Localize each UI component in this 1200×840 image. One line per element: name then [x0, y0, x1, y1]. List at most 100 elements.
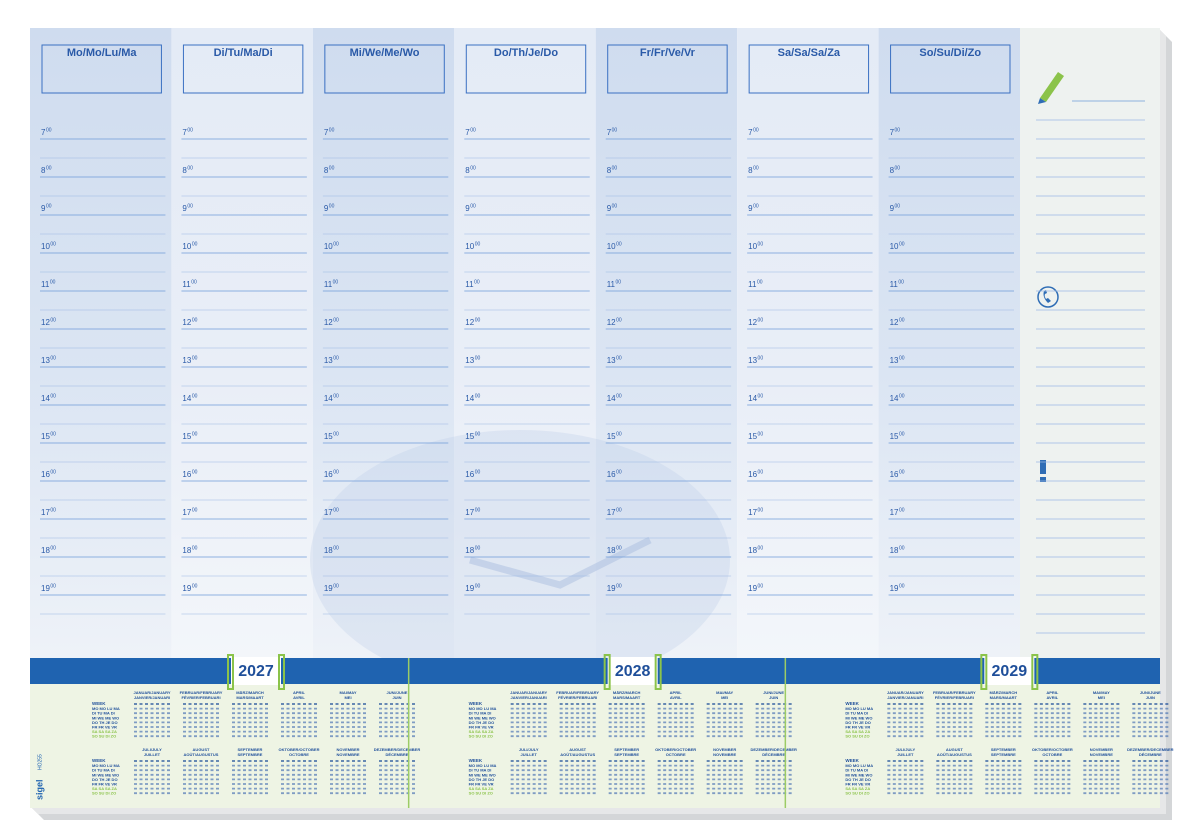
month-alt-name: FÉVRIER/FEBRUARI — [558, 695, 597, 700]
hour-label: 18 — [890, 546, 899, 555]
hour-suffix: 00 — [50, 583, 56, 589]
hour-suffix: 00 — [899, 241, 905, 247]
weekday-row: SA SA SA ZA — [845, 786, 870, 791]
hour-label: 13 — [465, 356, 474, 365]
hour-suffix: 00 — [758, 507, 764, 513]
weekday-row: DO TH JE DO — [92, 720, 118, 725]
month-alt-name: MEI — [721, 695, 728, 700]
day-header: Mi/We/Me/Wo — [350, 47, 420, 59]
weekday-row: FR FR VE VR — [845, 724, 870, 729]
hour-label: 19 — [607, 584, 616, 593]
weekday-row: DI TU MA DI — [92, 768, 115, 773]
hour-label: 13 — [41, 356, 50, 365]
month-name: JANUAR/JANUARY — [134, 690, 171, 695]
month-name: MAI/MAY — [340, 690, 357, 695]
hour-label: 13 — [182, 356, 191, 365]
hour-label: 13 — [324, 356, 333, 365]
month-name: NOVEMBER — [1090, 747, 1113, 752]
month-alt-name: JUIN — [1146, 695, 1155, 700]
hour-label: 8 — [890, 166, 895, 175]
month-alt-name: FÉVRIER/FEBRUARI — [935, 695, 974, 700]
day-header-box — [324, 44, 445, 94]
hour-suffix: 00 — [192, 583, 198, 589]
hour-suffix: 00 — [616, 241, 622, 247]
hour-suffix: 00 — [475, 545, 481, 551]
hour-suffix: 00 — [50, 279, 56, 285]
hour-suffix: 00 — [470, 203, 476, 209]
month-name: OKTOBER/OCTOBER — [655, 747, 696, 752]
hour-label: 12 — [41, 318, 50, 327]
hour-label: 11 — [465, 280, 474, 289]
hour-suffix: 00 — [899, 355, 905, 361]
hour-label: 8 — [607, 166, 612, 175]
hour-suffix: 00 — [333, 393, 339, 399]
weekday-row: DI TU MA DI — [92, 711, 115, 716]
hour-label: 11 — [41, 280, 50, 289]
hour-suffix: 00 — [616, 431, 622, 437]
hour-suffix: 00 — [899, 393, 905, 399]
month-alt-name: JUIN — [769, 695, 778, 700]
hour-label: 11 — [890, 280, 899, 289]
hour-label: 17 — [890, 508, 899, 517]
day-header-box — [748, 44, 870, 94]
hour-suffix: 00 — [333, 469, 339, 475]
hour-suffix: 00 — [475, 469, 481, 475]
hour-suffix: 00 — [333, 355, 339, 361]
hour-suffix: 00 — [50, 545, 56, 551]
month-alt-name: DÉCEMBRE — [386, 752, 409, 757]
hour-label: 15 — [607, 432, 616, 441]
hour-suffix: 00 — [192, 507, 198, 513]
month-name: JANUAR/JANUARY — [887, 690, 924, 695]
weekday-row: SO SU DI ZO — [469, 734, 493, 739]
weekday-row: MI WE ME WO — [92, 715, 119, 720]
hour-label: 8 — [182, 166, 187, 175]
hour-suffix: 00 — [899, 317, 905, 323]
hour-label: 19 — [41, 584, 50, 593]
hour-label: 14 — [182, 394, 191, 403]
product-code: HO255 — [37, 754, 43, 770]
hour-suffix: 00 — [187, 203, 193, 209]
hour-suffix: 00 — [475, 241, 481, 247]
weekday-row: FR FR VE VR — [92, 781, 117, 786]
weekday-row: DI TU MA DI — [845, 768, 868, 773]
weekday-row: FR FR VE VR — [469, 724, 494, 729]
day-column — [737, 28, 879, 658]
hour-suffix: 00 — [333, 317, 339, 323]
hour-label: 16 — [465, 470, 474, 479]
hour-suffix: 00 — [470, 165, 476, 171]
month-name: JUNI/JUNE — [387, 690, 408, 695]
month-name: APRIL — [1046, 690, 1059, 695]
hour-suffix: 00 — [333, 279, 339, 285]
hour-suffix: 00 — [758, 355, 764, 361]
month-name: FEBRUAR/FEBRUARY — [180, 690, 223, 695]
month-alt-name: MEI — [344, 695, 351, 700]
weekday-row: SA SA SA ZA — [92, 786, 117, 791]
hour-label: 14 — [465, 394, 474, 403]
month-name: DEZEMBER/DECEMBER — [750, 747, 797, 752]
hour-suffix: 00 — [50, 431, 56, 437]
day-header: Fr/Fr/Ve/Vr — [640, 47, 696, 59]
weekday-row: SA SA SA ZA — [469, 786, 494, 791]
month-alt-name: JANVIER/JANUARI — [511, 695, 547, 700]
hour-suffix: 00 — [899, 431, 905, 437]
month-alt-name: MARS/MAART — [613, 695, 641, 700]
month-alt-name: DÉCEMBRE — [1139, 752, 1162, 757]
weekday-row: DO TH JE DO — [92, 777, 118, 782]
hour-suffix: 00 — [475, 393, 481, 399]
weekday-row: SA SA SA ZA — [92, 729, 117, 734]
month-name: JULI/JULY — [142, 747, 162, 752]
hour-suffix: 00 — [758, 393, 764, 399]
hour-suffix: 00 — [616, 393, 622, 399]
hour-suffix: 00 — [753, 203, 759, 209]
month-name: NOVEMBER — [713, 747, 736, 752]
year-box — [607, 657, 658, 685]
month-name: MAI/MAY — [716, 690, 733, 695]
weekday-row: MO MO LU MA — [845, 763, 873, 768]
hour-suffix: 00 — [475, 583, 481, 589]
hour-label: 14 — [324, 394, 333, 403]
hour-suffix: 00 — [333, 241, 339, 247]
month-alt-name: MARS/MAART — [236, 695, 264, 700]
hour-label: 7 — [607, 128, 612, 137]
hour-label: 10 — [324, 242, 333, 251]
hour-label: 10 — [41, 242, 50, 251]
